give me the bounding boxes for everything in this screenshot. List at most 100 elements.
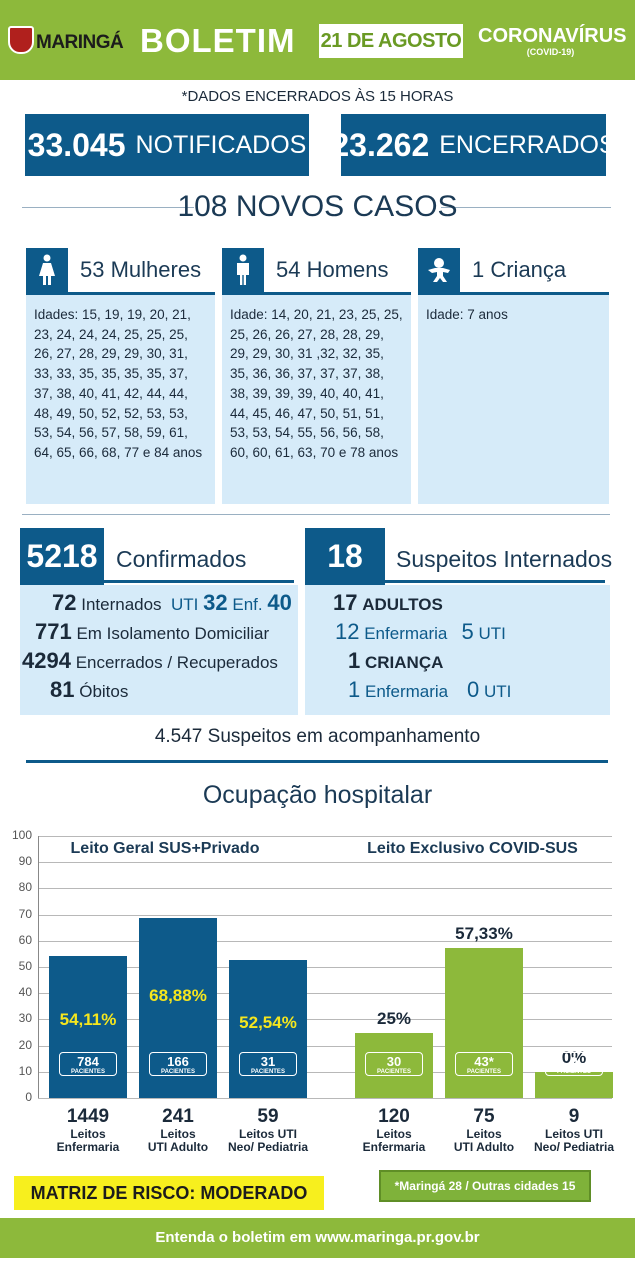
- child-value: 1: [348, 648, 361, 673]
- bed-count: 120: [378, 1106, 410, 1127]
- patients-label: PACIENTES: [557, 1069, 591, 1075]
- bed-label-line: Leitos: [376, 1127, 412, 1141]
- data-cutoff-note: *DADOS ENCERRADOS ÀS 15 HORAS: [181, 88, 454, 105]
- confirmed-title: Confirmados: [116, 546, 247, 572]
- grid-line: [38, 862, 612, 864]
- chart-bar: [139, 917, 217, 1098]
- card-underline: [26, 292, 215, 295]
- grid-line: [38, 914, 612, 916]
- recovered-row: 4294 Encerrados / Recuperados: [22, 648, 278, 674]
- enf-label: Enf.: [232, 595, 263, 614]
- bed-label-line: UTI Adulto: [147, 1140, 209, 1154]
- women-card: 53 Mulheres Idades: 15, 19, 19, 20, 21, …: [26, 248, 215, 504]
- isolation-value: 771: [35, 619, 72, 644]
- suspects-child-beds-row: 1 Enfermaria 0 UTI: [348, 677, 511, 703]
- uti-label: UTI: [171, 595, 199, 614]
- uti-value: 32: [203, 590, 228, 615]
- suspects-value: 18: [305, 528, 385, 585]
- topic-subtitle: (COVID-19): [526, 47, 575, 57]
- enf-value: 40: [267, 590, 292, 615]
- closed-value: 23.262: [331, 126, 430, 163]
- patients-count: 0: [570, 1054, 578, 1069]
- suspects-title: Suspeitos Internados: [396, 546, 613, 572]
- patients-badge: 166 PACIENTES: [149, 1052, 207, 1076]
- patients-label: PACIENTES: [377, 1069, 411, 1075]
- recovered-label: Encerrados / Recuperados: [75, 653, 278, 672]
- bed-count: 9: [568, 1106, 580, 1127]
- notified-label: NOTIFICADOS: [135, 130, 307, 159]
- woman-icon: [26, 248, 68, 292]
- suspects-child-row: 1 CRIANÇA: [348, 648, 443, 674]
- patients-count: 31: [260, 1054, 276, 1069]
- y-tick-label: 60: [18, 932, 32, 947]
- bed-count: 75: [473, 1106, 495, 1127]
- monitoring-text: 4.547 Suspeitos em acompanhamento: [154, 726, 481, 747]
- bed-count: 1449: [66, 1106, 110, 1127]
- adult-uti-label: UTI: [478, 624, 506, 643]
- chart-general-title: Leito Geral SUS+Privado: [70, 840, 260, 857]
- bed-label-line: Leitos UTI: [238, 1127, 297, 1141]
- isolation-row: 771 Em Isolamento Domiciliar: [35, 619, 269, 645]
- child-title: 1 Criança: [472, 257, 567, 282]
- child-card-header: 1 Criança: [418, 248, 609, 292]
- new-cases-heading: 108 NOVOS CASOS: [177, 190, 458, 223]
- adults-value: 17: [333, 590, 358, 615]
- grid-line: [38, 993, 612, 995]
- men-title: 54 Homens: [276, 257, 389, 282]
- y-tick-label: 70: [18, 906, 32, 921]
- child-enf-label: Enfermaria: [364, 682, 449, 701]
- y-tick-label: 100: [11, 828, 32, 842]
- adult-enf-value: 12: [335, 619, 360, 644]
- risk-matrix-badge: MATRIZ DE RISCO: MODERADO: [14, 1176, 324, 1210]
- hospitalized-value: 72: [52, 590, 77, 615]
- child-ages: Idade: 7 anos: [426, 307, 508, 322]
- suspects-adult-beds-row: 12 Enfermaria 5 UTI: [335, 619, 506, 645]
- uti-footnote: *Maringá 28 / Outras cidades 15: [379, 1170, 591, 1202]
- men-card: 54 Homens Idade: 14, 20, 21, 23, 25, 25,…: [222, 248, 411, 504]
- child-uti-value: 0: [467, 677, 480, 702]
- child-card: 1 Criança Idade: 7 anos: [418, 248, 609, 504]
- divider: [441, 207, 611, 208]
- y-tick-label: 90: [18, 854, 32, 869]
- child-uti-label: UTI: [484, 682, 512, 701]
- footer-bar: Entenda o boletim em www.maringa.pr.gov.…: [0, 1218, 635, 1258]
- men-ages: Idade: 14, 20, 21, 23, 25, 25, 25, 26, 2…: [230, 307, 403, 460]
- card-underline: [222, 292, 411, 295]
- patients-label: PACIENTES: [161, 1069, 195, 1075]
- patients-count: 784: [77, 1054, 99, 1069]
- patients-label: PACIENTES: [251, 1069, 285, 1075]
- patients-badge: 784 PACIENTES: [59, 1052, 117, 1076]
- bar-value-label: 52,54%: [239, 1012, 297, 1032]
- bed-label-line: Leitos: [70, 1127, 106, 1141]
- deaths-value: 81: [50, 677, 75, 702]
- suspects-panel-bg: [305, 585, 610, 715]
- page-title: BOLETIM: [140, 22, 296, 59]
- adults-label: ADULTOS: [362, 595, 443, 614]
- deaths-label: Óbitos: [79, 682, 129, 701]
- bed-label-line: UTI Adulto: [453, 1140, 515, 1154]
- grid-line: [38, 888, 612, 890]
- men-card-header: 54 Homens: [222, 248, 411, 292]
- recovered-value: 4294: [22, 648, 71, 673]
- patients-badge: 43* PACIENTES: [455, 1052, 513, 1076]
- bed-label-line: Enfermaria: [56, 1140, 120, 1154]
- bar-value-label: 57,33%: [455, 923, 513, 943]
- grid-line: [38, 967, 612, 968]
- y-tick-label: 30: [18, 1011, 32, 1026]
- baby-icon: [418, 248, 460, 292]
- isolation-label: Em Isolamento Domiciliar: [76, 624, 270, 643]
- confirmed-value: 5218: [20, 528, 104, 585]
- chart-bar: [535, 1072, 613, 1098]
- bar-value-label: 54,11%: [59, 1010, 117, 1030]
- divider: [22, 514, 610, 515]
- patients-badge: 0 PACIENTES: [545, 1052, 603, 1076]
- bed-label-line: Neo/ Pediatria: [533, 1140, 615, 1154]
- deaths-row: 81 Óbitos: [50, 677, 128, 703]
- city-crest-icon: [8, 26, 34, 54]
- y-tick-label: 40: [18, 985, 32, 1000]
- child-enf-value: 1: [348, 677, 361, 702]
- adult-uti-value: 5: [461, 619, 474, 644]
- y-tick-label: 20: [18, 1037, 32, 1052]
- grid-line: [38, 1098, 612, 1099]
- bed-label-line: Leitos UTI: [544, 1127, 603, 1141]
